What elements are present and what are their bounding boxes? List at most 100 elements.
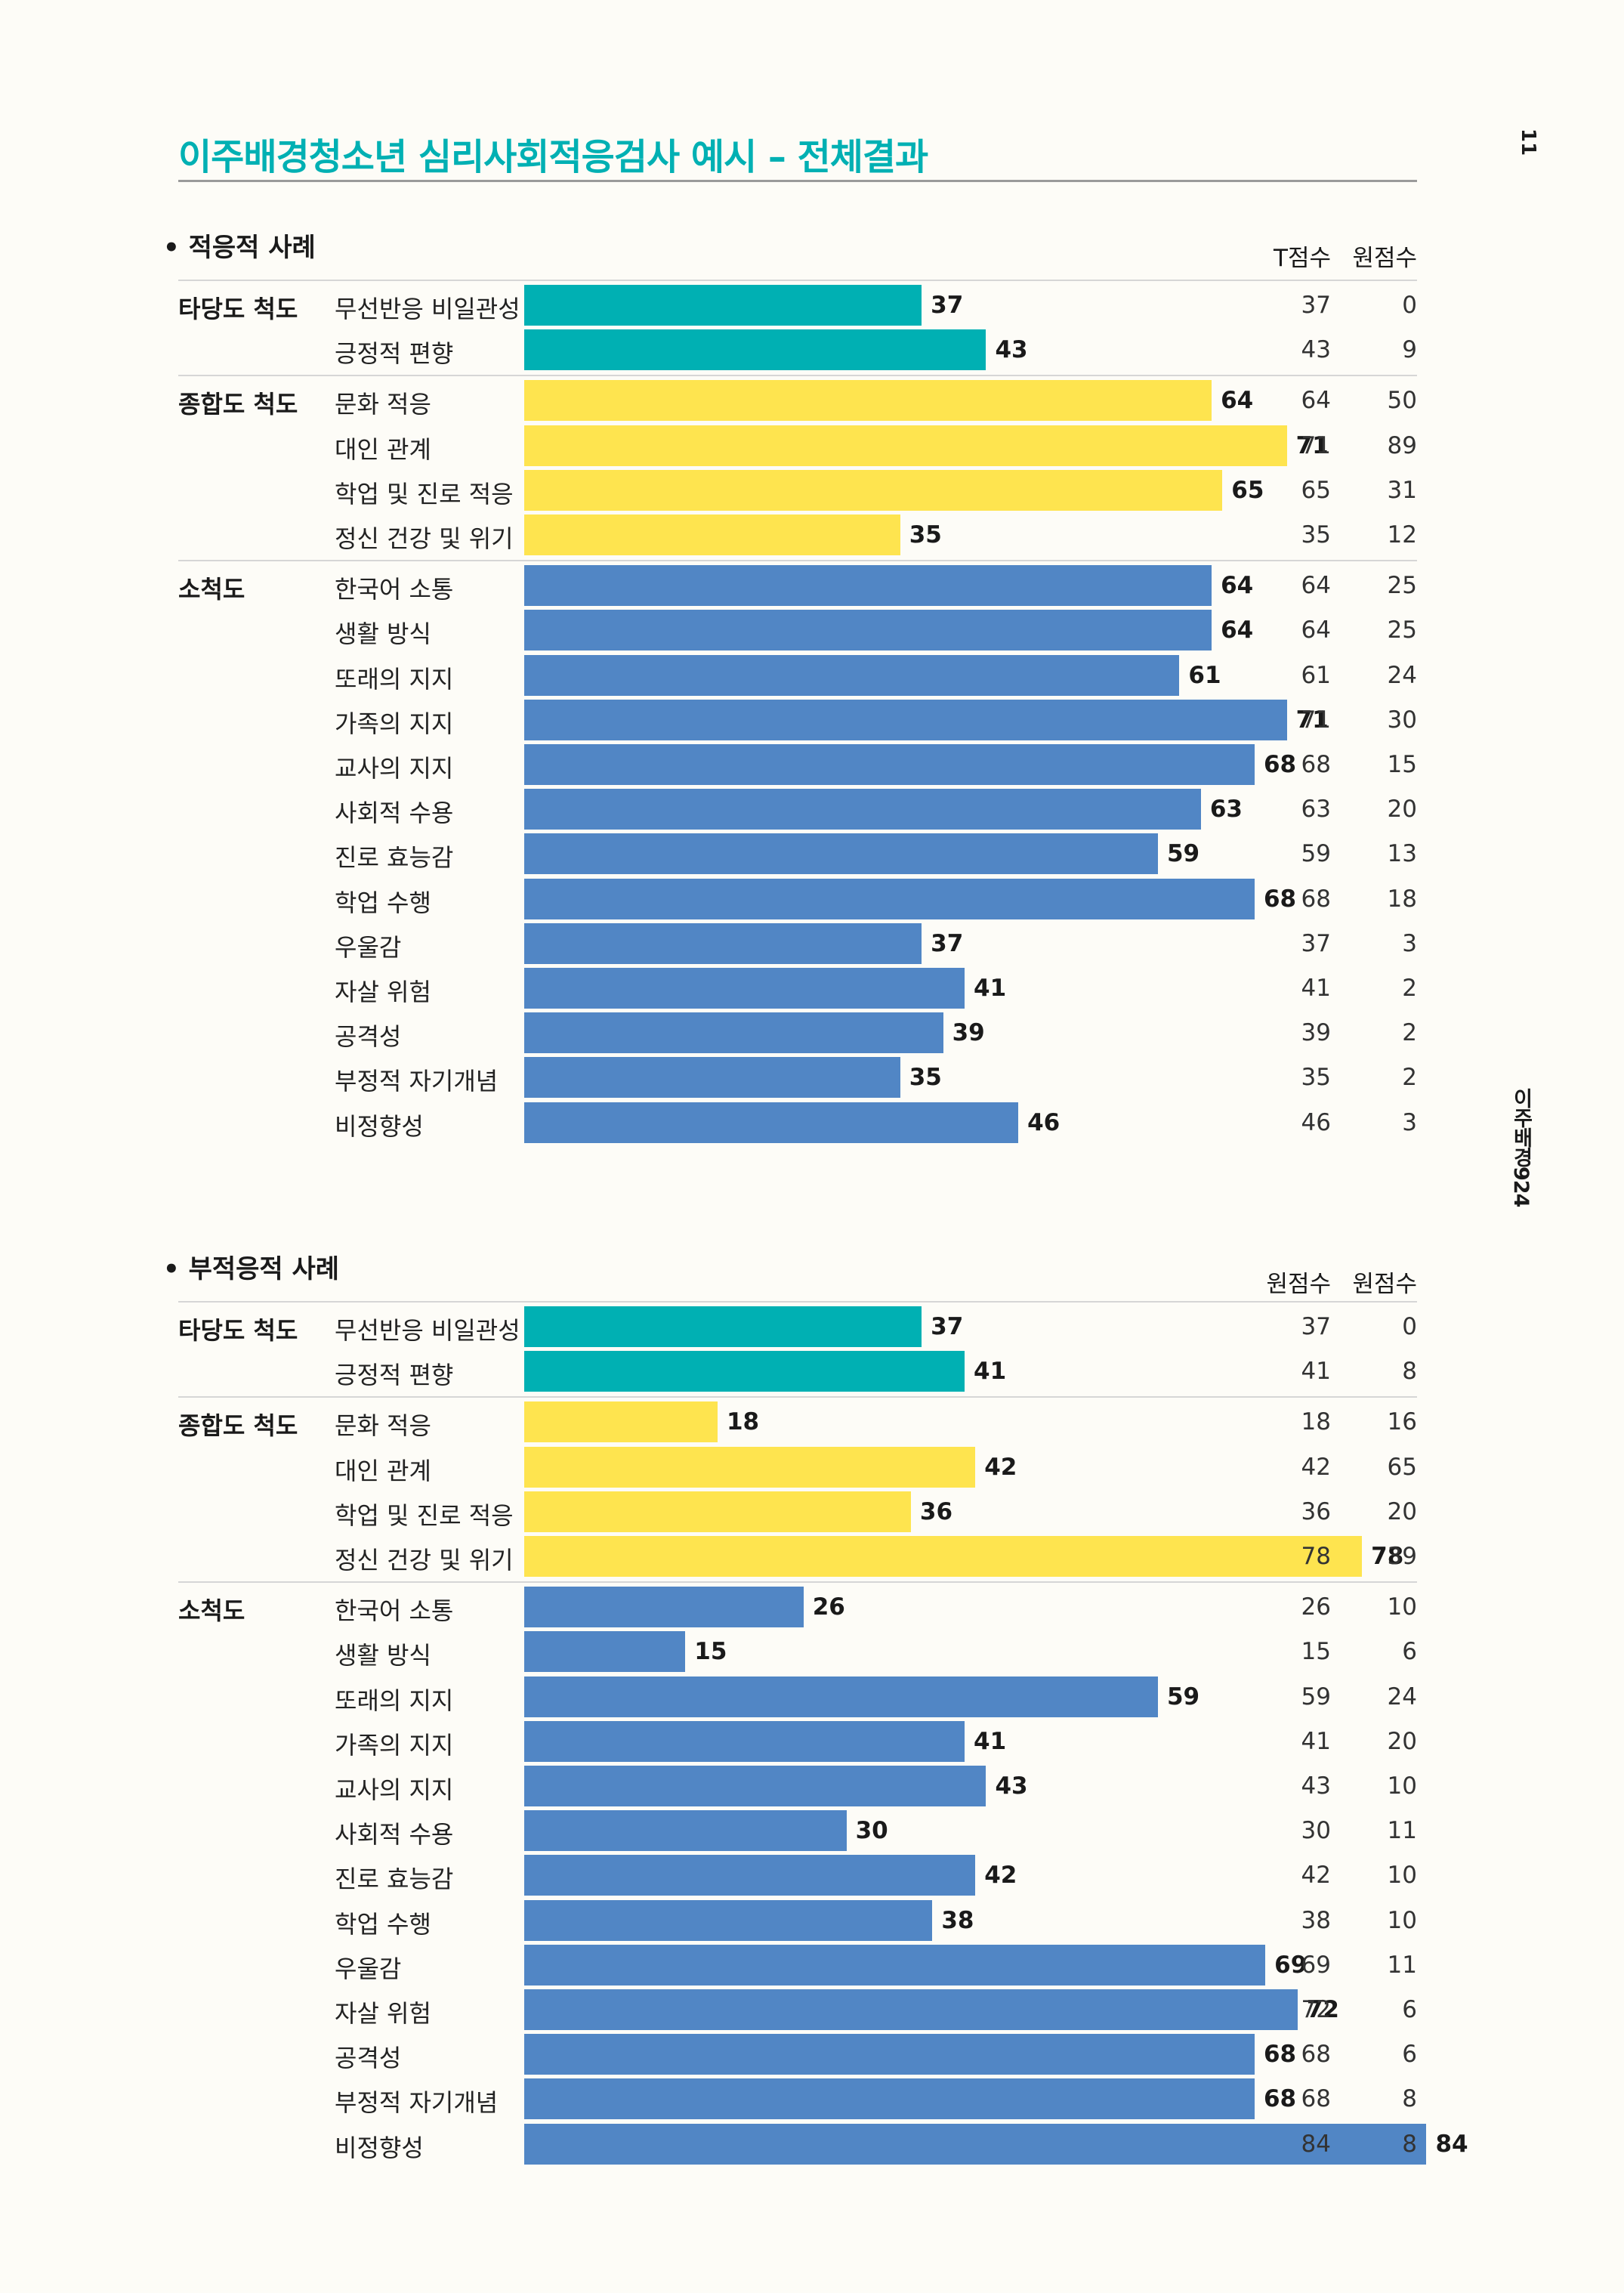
score-bar bbox=[524, 1676, 1158, 1717]
bar-value-label: 18 bbox=[726, 1408, 760, 1436]
score-bar bbox=[524, 285, 922, 326]
bar-value-label: 41 bbox=[974, 1727, 1007, 1755]
col-header-score: 원점수 bbox=[1266, 1271, 1331, 1298]
t-score-cell: 65 bbox=[1301, 476, 1331, 504]
t-score-cell: 42 bbox=[1301, 1862, 1331, 1890]
raw-score-cell: 20 bbox=[1387, 1497, 1417, 1525]
scale-label: 무선반응 비일관성 bbox=[335, 295, 520, 323]
scale-label: 한국어 소통 bbox=[335, 1596, 454, 1626]
scale-label: 긍정적 편향 bbox=[335, 339, 454, 369]
scale-label: 문화 적응 bbox=[335, 390, 431, 419]
scale-label: 진로 효능감 bbox=[335, 1865, 454, 1894]
scale-label: 학업 및 진로 적응 bbox=[335, 1500, 514, 1530]
score-bar bbox=[524, 789, 1201, 830]
scale-label: 정신 건강 및 위기 bbox=[335, 1546, 514, 1575]
t-score-cell: 78 bbox=[1301, 1543, 1331, 1570]
t-score-cell: 35 bbox=[1301, 521, 1331, 549]
t-score-cell: 37 bbox=[1301, 292, 1331, 319]
bar-value-label: 43 bbox=[995, 1772, 1028, 1800]
raw-score-cell: 25 bbox=[1387, 617, 1417, 644]
score-bar bbox=[524, 2078, 1255, 2120]
t-score-cell: 42 bbox=[1301, 1453, 1331, 1481]
t-score-cell: 39 bbox=[1301, 1019, 1331, 1047]
bar-value-label: 59 bbox=[1166, 840, 1200, 868]
group-divider bbox=[178, 560, 1417, 562]
raw-score-cell: 13 bbox=[1387, 840, 1417, 868]
t-score-cell: 64 bbox=[1301, 572, 1331, 600]
bar-value-label: 39 bbox=[952, 1019, 985, 1047]
scale-label: 무선반응 비일관성 bbox=[335, 1316, 520, 1345]
raw-score-cell: 6 bbox=[1402, 1996, 1417, 2023]
raw-score-cell: 16 bbox=[1387, 1408, 1417, 1436]
score-bar bbox=[524, 1989, 1298, 2030]
bar-value-label: 41 bbox=[974, 975, 1007, 1002]
t-score-cell: 59 bbox=[1301, 840, 1331, 868]
col-header-raw: 원점수 bbox=[1352, 1271, 1417, 1298]
raw-score-cell: 0 bbox=[1402, 292, 1417, 319]
group-label: 종합도 척도 bbox=[178, 1411, 298, 1441]
scale-label: 한국어 소통 bbox=[335, 575, 454, 604]
score-bar bbox=[524, 1491, 911, 1532]
page-number: 11 bbox=[1517, 128, 1539, 156]
score-bar bbox=[524, 1855, 976, 1896]
bar-value-label: 64 bbox=[1221, 387, 1254, 415]
score-bar bbox=[524, 1766, 986, 1806]
t-score-cell: 68 bbox=[1301, 751, 1331, 778]
scale-label: 학업 및 진로 적응 bbox=[335, 479, 514, 508]
raw-score-cell: 0 bbox=[1402, 1313, 1417, 1340]
bar-value-label: 78 bbox=[1371, 1543, 1404, 1570]
scale-label: 진로 효능감 bbox=[335, 843, 454, 873]
raw-score-cell: 8 bbox=[1402, 2130, 1417, 2158]
raw-score-cell: 8 bbox=[1402, 2085, 1417, 2113]
group-divider bbox=[178, 280, 1417, 281]
t-score-cell: 69 bbox=[1301, 1951, 1331, 1979]
score-bar bbox=[524, 1401, 718, 1443]
group-divider bbox=[178, 1301, 1417, 1303]
scale-label: 비정향성 bbox=[335, 2133, 424, 2162]
group-label: 타당도 척도 bbox=[178, 1316, 298, 1345]
bar-value-label: 68 bbox=[1263, 2041, 1297, 2069]
score-bar bbox=[524, 922, 922, 964]
t-score-cell: 37 bbox=[1301, 1313, 1331, 1340]
score-bar bbox=[524, 2123, 1427, 2165]
bar-value-label: 46 bbox=[1027, 1108, 1061, 1136]
t-score-cell: 38 bbox=[1301, 1906, 1331, 1934]
scale-label: 또래의 지지 bbox=[335, 664, 454, 694]
t-score-cell: 41 bbox=[1301, 1727, 1331, 1755]
raw-score-cell: 10 bbox=[1387, 1906, 1417, 1934]
score-bar bbox=[524, 1631, 686, 1673]
scale-label: 공격성 bbox=[335, 1022, 402, 1052]
score-bar bbox=[524, 654, 1180, 696]
scale-label: 우울감 bbox=[335, 1954, 402, 1983]
score-bar bbox=[524, 1102, 1019, 1143]
t-score-cell: 71 bbox=[1301, 431, 1331, 459]
bar-value-label: 68 bbox=[1263, 751, 1297, 778]
score-bar bbox=[524, 329, 986, 371]
scale-label: 대인 관계 bbox=[335, 434, 431, 464]
t-score-cell: 71 bbox=[1301, 706, 1331, 734]
raw-score-cell: 6 bbox=[1402, 1638, 1417, 1666]
bar-value-label: 38 bbox=[941, 1906, 974, 1934]
group-label: 종합도 척도 bbox=[178, 390, 298, 419]
t-score-cell: 37 bbox=[1301, 929, 1331, 957]
raw-score-cell: 20 bbox=[1387, 1727, 1417, 1755]
score-bar bbox=[524, 1306, 922, 1347]
scale-label: 사회적 수용 bbox=[335, 1820, 454, 1850]
scale-label: 교사의 지지 bbox=[335, 1775, 454, 1804]
scale-label: 자살 위험 bbox=[335, 1999, 431, 2028]
score-bar bbox=[524, 833, 1158, 875]
bar-value-label: 72 bbox=[1306, 1996, 1339, 2023]
scale-label: 긍정적 편향 bbox=[335, 1361, 454, 1390]
t-score-cell: 68 bbox=[1301, 885, 1331, 913]
bar-value-label: 37 bbox=[931, 1313, 964, 1340]
scale-label: 대인 관계 bbox=[335, 1456, 431, 1485]
raw-score-cell: 3 bbox=[1402, 1108, 1417, 1136]
score-bar bbox=[524, 610, 1212, 651]
score-bar bbox=[524, 1012, 943, 1054]
t-score-cell: 15 bbox=[1301, 1638, 1331, 1666]
score-bar bbox=[524, 1720, 965, 1762]
score-bar bbox=[524, 425, 1287, 466]
raw-score-cell: 2 bbox=[1402, 1019, 1417, 1047]
t-score-cell: 36 bbox=[1301, 1497, 1331, 1525]
title-rule bbox=[178, 180, 1417, 182]
